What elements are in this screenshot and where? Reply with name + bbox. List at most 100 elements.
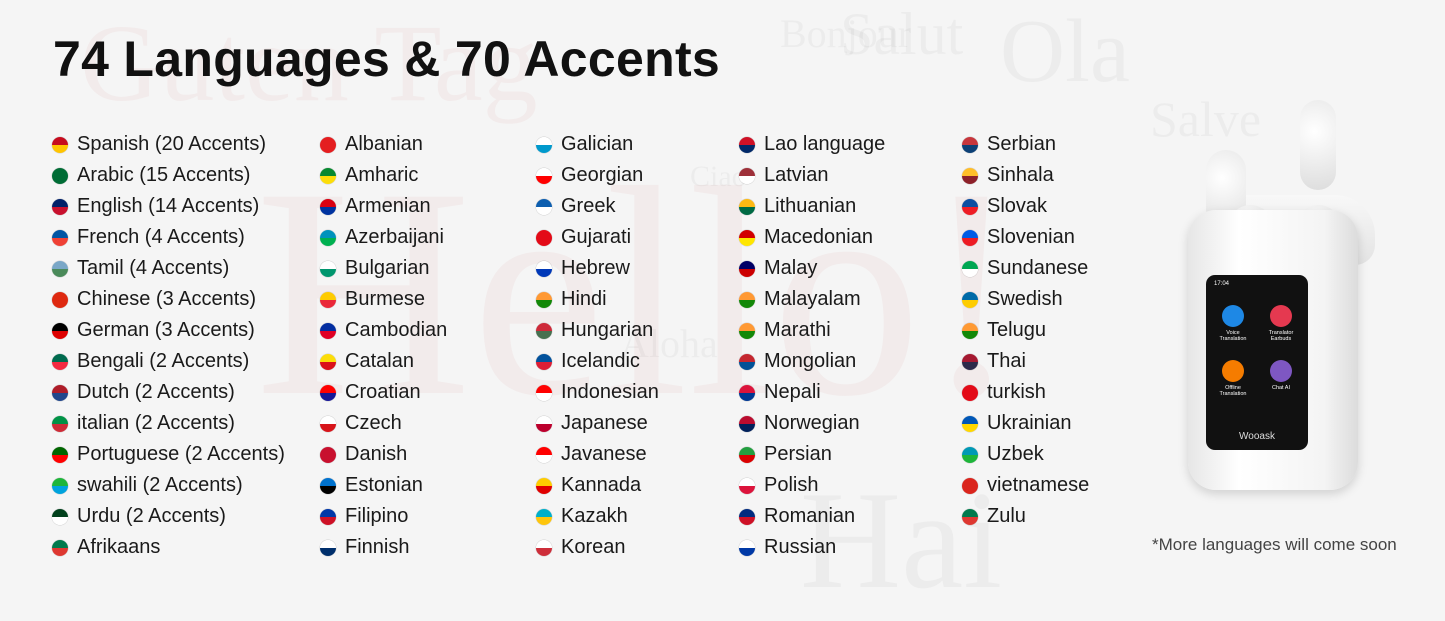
- language-item: Persian: [739, 439, 885, 470]
- app-icon: [1222, 360, 1244, 382]
- flag-icon: [536, 260, 552, 277]
- flag-icon: [536, 446, 552, 463]
- language-label: Malay: [764, 257, 818, 279]
- language-label: Greek: [561, 195, 616, 217]
- language-item: Hebrew: [536, 253, 659, 284]
- language-label: Chinese (3 Accents): [77, 288, 256, 310]
- app-icon-button: Voice Translation: [1213, 305, 1253, 342]
- language-item: Javanese: [536, 439, 659, 470]
- language-label: Urdu (2 Accents): [77, 505, 226, 527]
- language-item: Danish: [320, 439, 447, 470]
- language-item: Dutch (2 Accents): [52, 377, 285, 408]
- flag-icon: [739, 353, 755, 370]
- flag-icon: [536, 508, 552, 525]
- language-label: Swedish: [987, 288, 1063, 310]
- flag-icon: [962, 229, 978, 246]
- language-item: Urdu (2 Accents): [52, 501, 285, 532]
- language-label: Japanese: [561, 412, 648, 434]
- flag-icon: [320, 539, 336, 556]
- language-label: Korean: [561, 536, 626, 558]
- flag-icon: [52, 136, 68, 153]
- flag-icon: [739, 415, 755, 432]
- flag-icon: [52, 477, 68, 494]
- flag-icon: [536, 291, 552, 308]
- app-label: Translator Earbuds: [1268, 330, 1294, 342]
- language-item: Macedonian: [739, 222, 885, 253]
- language-item: Gujarati: [536, 222, 659, 253]
- language-column: Serbian Sinhala Slovak Slovenian Sundanese Sw…: [962, 129, 1089, 532]
- language-item: Armenian: [320, 191, 447, 222]
- language-item: Kazakh: [536, 501, 659, 532]
- language-label: Marathi: [764, 319, 831, 341]
- flag-icon: [536, 539, 552, 556]
- language-label: Slovak: [987, 195, 1048, 217]
- language-label: Czech: [345, 412, 402, 434]
- language-label: swahili (2 Accents): [77, 474, 243, 496]
- app-label: Offline Translation: [1219, 385, 1247, 397]
- language-item: Swedish: [962, 284, 1089, 315]
- flag-icon: [962, 508, 978, 525]
- language-item: Telugu: [962, 315, 1089, 346]
- language-item: Croatian: [320, 377, 447, 408]
- app-icon-button: Offline Translation: [1213, 360, 1253, 397]
- language-item: Georgian: [536, 160, 659, 191]
- flag-icon: [536, 415, 552, 432]
- flag-icon: [320, 384, 336, 401]
- flag-icon: [52, 229, 68, 246]
- flag-icon: [962, 384, 978, 401]
- flag-icon: [739, 384, 755, 401]
- language-label: Lao language: [764, 133, 886, 155]
- flag-icon: [320, 260, 336, 277]
- language-label: Armenian: [345, 195, 431, 217]
- app-icon: [1270, 305, 1292, 327]
- language-item: Chinese (3 Accents): [52, 284, 285, 315]
- flag-icon: [52, 415, 68, 432]
- language-label: Hebrew: [561, 257, 630, 279]
- language-label: Bulgarian: [345, 257, 430, 279]
- language-label: Portuguese (2 Accents): [77, 443, 285, 465]
- app-icon: [1270, 360, 1292, 382]
- flag-icon: [536, 477, 552, 494]
- device-screen: 17:04 Voice Translation Translator Earbud…: [1206, 275, 1308, 450]
- flag-icon: [739, 198, 755, 215]
- language-label: Albanian: [345, 133, 423, 155]
- language-item: Azerbaijani: [320, 222, 447, 253]
- language-item: Serbian: [962, 129, 1089, 160]
- language-label: Tamil (4 Accents): [77, 257, 230, 279]
- flag-icon: [739, 477, 755, 494]
- language-label: Dutch (2 Accents): [77, 381, 235, 403]
- flag-icon: [739, 291, 755, 308]
- language-item: Sinhala: [962, 160, 1089, 191]
- language-column: Albanian Amharic Armenian Azerbaijani Bulgar…: [320, 129, 447, 563]
- language-label: Javanese: [561, 443, 647, 465]
- flag-icon: [739, 446, 755, 463]
- language-item: Spanish (20 Accents): [52, 129, 285, 160]
- language-item: Thai: [962, 346, 1089, 377]
- language-item: Estonian: [320, 470, 447, 501]
- language-label: Georgian: [561, 164, 644, 186]
- language-item: Malayalam: [739, 284, 885, 315]
- language-label: Romanian: [764, 505, 856, 527]
- flag-icon: [52, 539, 68, 556]
- language-label: Burmese: [345, 288, 426, 310]
- language-label: Malayalam: [764, 288, 861, 310]
- language-label: Mongolian: [764, 350, 857, 372]
- flag-icon: [52, 167, 68, 184]
- language-item: Galician: [536, 129, 659, 160]
- language-label: Sinhala: [987, 164, 1054, 186]
- language-label: Russian: [764, 536, 837, 558]
- language-label: Icelandic: [561, 350, 640, 372]
- language-column: Lao language Latvian Lithuanian Macedonian M…: [739, 129, 885, 563]
- language-item: swahili (2 Accents): [52, 470, 285, 501]
- language-label: Estonian: [345, 474, 423, 496]
- app-icon-button: Chat AI: [1261, 360, 1301, 391]
- language-item: Tamil (4 Accents): [52, 253, 285, 284]
- language-label: Filipino: [345, 505, 409, 527]
- language-item: vietnamese: [962, 470, 1089, 501]
- background-word: Ola: [1000, 0, 1130, 103]
- page-title: 74 Languages & 70 Accents: [53, 31, 721, 87]
- language-item: turkish: [962, 377, 1089, 408]
- flag-icon: [962, 291, 978, 308]
- language-label: Arabic (15 Accents): [77, 164, 251, 186]
- language-item: Afrikaans: [52, 532, 285, 563]
